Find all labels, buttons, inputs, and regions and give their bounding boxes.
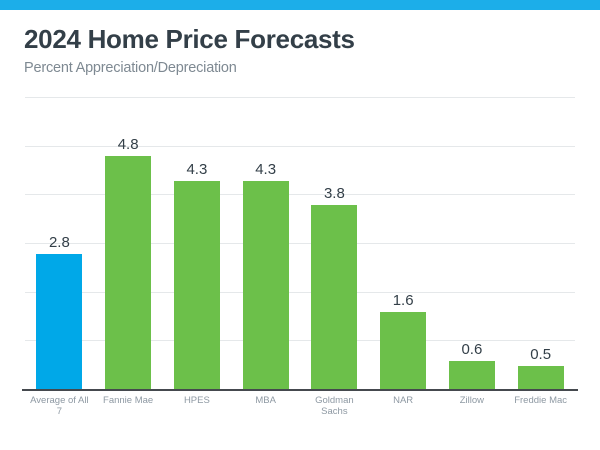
bar-zillow [448, 360, 495, 390]
x-axis-label-hpes: HPES [183, 395, 210, 406]
bar-value-label-fannie-mae: 4.8 [117, 136, 139, 154]
bar-nar [380, 312, 427, 390]
gridline-3 [25, 243, 575, 244]
x-axis-label-freddie-mac: Freddie Mac [514, 395, 568, 406]
gridline-5 [25, 145, 575, 147]
bar-value-label-average-of-all-7: 2.8 [48, 233, 70, 251]
gridline-2 [25, 291, 575, 293]
gridline-4 [25, 194, 575, 196]
bar-value-label-freddie-mac: 0.5 [530, 345, 552, 363]
chart-subtitle: Percent Appreciation/Depreciation [24, 60, 237, 76]
gridline-1 [25, 340, 575, 342]
x-axis-label-nar: NAR [393, 395, 414, 406]
x-axis-label-goldman-sachs: Goldman Sachs [315, 395, 354, 417]
bar-fannie-mae [105, 156, 152, 390]
bar-freddie-mac [517, 365, 564, 390]
bar-value-label-mba: 4.3 [255, 160, 277, 178]
bar-goldman-sachs [311, 205, 358, 390]
x-axis-label-zillow: Zillow [459, 395, 485, 406]
bar-value-label-hpes: 4.3 [186, 160, 208, 178]
header-accent-bar [0, 0, 600, 10]
x-axis-line [22, 389, 578, 391]
chart-plot-area: 2.8 4.8 4.3 4.3 3.8 1.6 0.6 0.5 [25, 97, 575, 390]
x-axis-label-mba: MBA [255, 395, 276, 406]
bar-value-label-zillow: 0.6 [461, 340, 483, 358]
chart-title: 2024 Home Price Forecasts [24, 24, 355, 54]
bar-average-of-all-7 [36, 253, 83, 390]
bar-value-label-nar: 1.6 [392, 292, 414, 310]
x-axis-label-average-of-all-7: Average of All 7 [30, 395, 89, 417]
bar-mba [242, 180, 289, 390]
gridline-6 [25, 97, 575, 98]
bar-value-label-goldman-sachs: 3.8 [323, 185, 345, 203]
x-axis-label-fannie-mae: Fannie Mae [103, 395, 154, 406]
bar-hpes [173, 180, 220, 390]
